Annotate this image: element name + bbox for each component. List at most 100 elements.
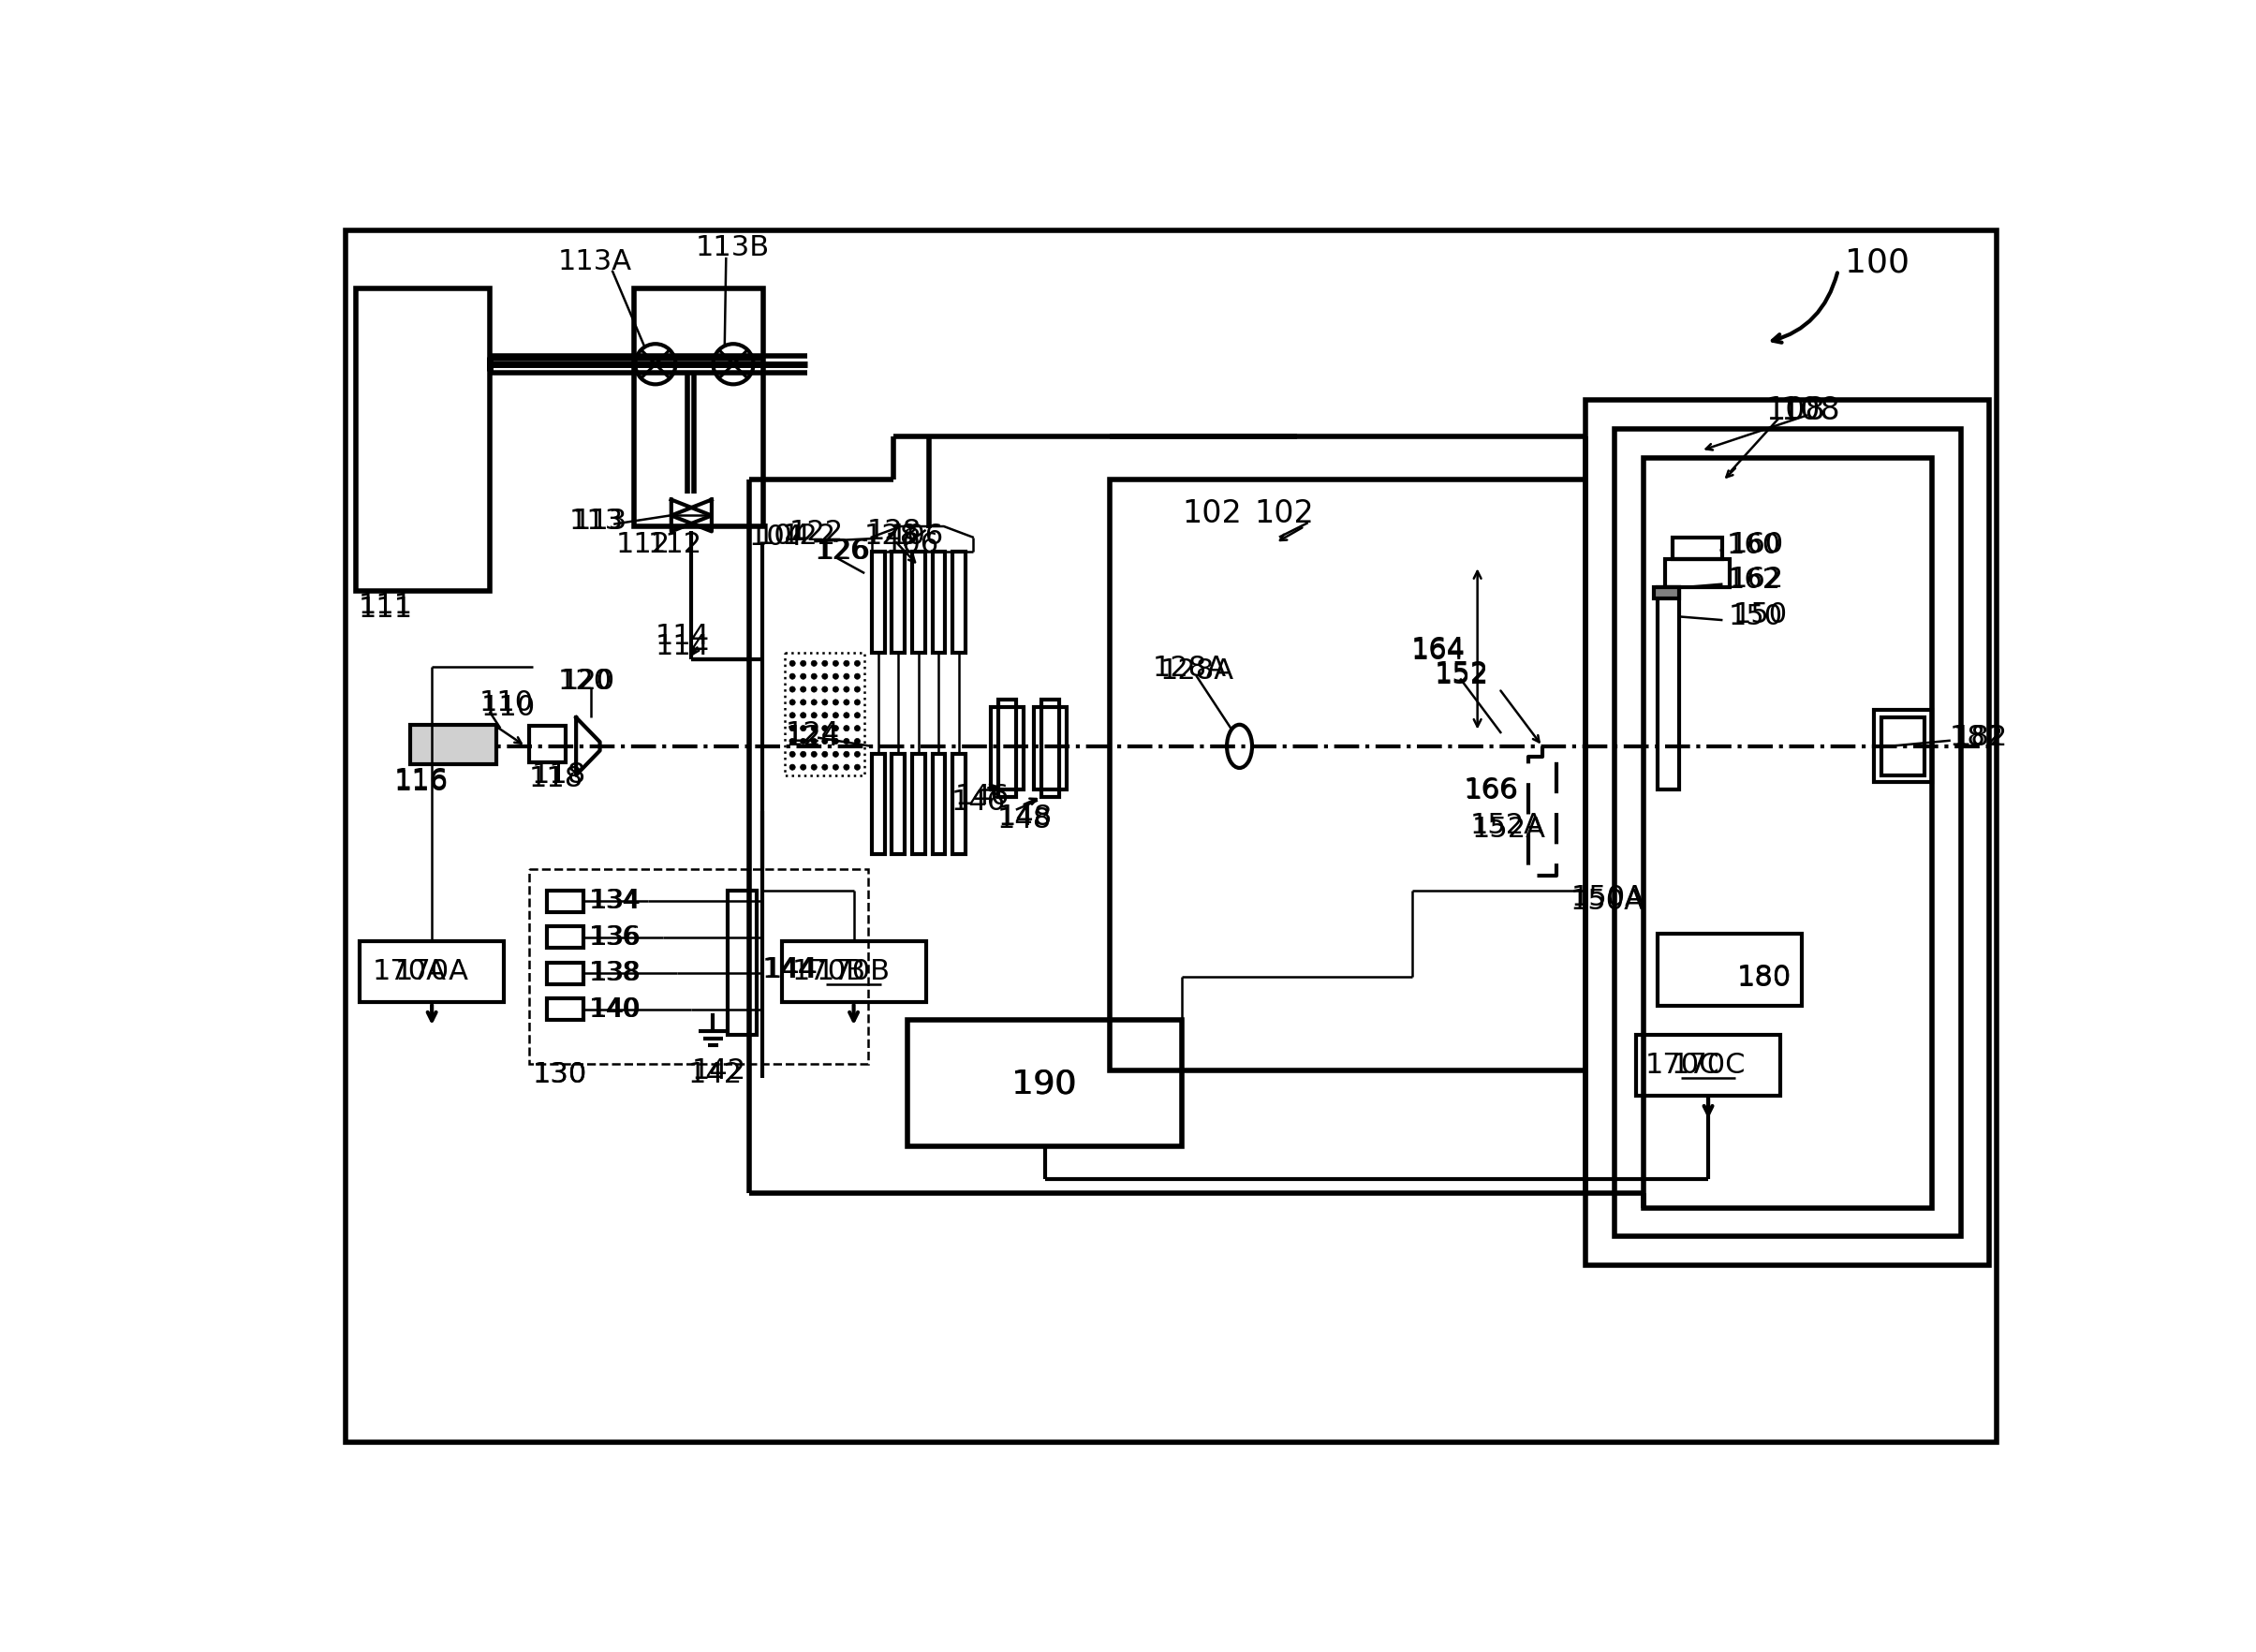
- Text: 113A: 113A: [557, 248, 632, 276]
- Circle shape: [832, 752, 839, 757]
- Circle shape: [855, 765, 860, 770]
- Bar: [530, 869, 869, 1064]
- Bar: [530, 727, 566, 762]
- Circle shape: [801, 687, 805, 692]
- Circle shape: [821, 725, 828, 732]
- Bar: [1882, 717, 1924, 775]
- Text: 170A: 170A: [372, 958, 447, 986]
- Bar: [911, 552, 925, 653]
- Text: 170A: 170A: [395, 958, 469, 986]
- Circle shape: [832, 738, 839, 743]
- Text: 150: 150: [1728, 603, 1782, 629]
- Circle shape: [844, 712, 848, 719]
- Text: 122: 122: [781, 522, 837, 550]
- Text: 144: 144: [763, 957, 817, 983]
- Text: 140: 140: [591, 996, 641, 1023]
- Text: 112: 112: [647, 530, 702, 558]
- Text: 113: 113: [569, 507, 623, 535]
- Text: 146: 146: [952, 790, 1006, 816]
- Circle shape: [801, 674, 805, 679]
- Bar: [1665, 558, 1730, 588]
- Circle shape: [790, 687, 796, 692]
- Text: 113: 113: [573, 507, 627, 535]
- Bar: [1615, 430, 1960, 1237]
- Text: 142: 142: [690, 1057, 747, 1084]
- Text: 182: 182: [1949, 724, 2003, 752]
- Circle shape: [855, 712, 860, 719]
- Circle shape: [812, 687, 817, 692]
- Circle shape: [832, 712, 839, 719]
- Text: 162: 162: [1730, 565, 1784, 593]
- Text: 130: 130: [532, 1061, 587, 1089]
- Text: 150A: 150A: [1570, 887, 1645, 915]
- Circle shape: [801, 765, 805, 770]
- Circle shape: [790, 738, 796, 743]
- Circle shape: [812, 725, 817, 732]
- Text: 128: 128: [864, 522, 918, 550]
- Text: 146: 146: [954, 783, 1008, 811]
- Circle shape: [812, 752, 817, 757]
- Text: 160: 160: [1726, 532, 1780, 560]
- Text: 134: 134: [589, 889, 638, 915]
- Circle shape: [844, 752, 848, 757]
- Circle shape: [832, 687, 839, 692]
- Bar: [871, 753, 884, 854]
- Text: 128A: 128A: [1160, 657, 1234, 684]
- Bar: [1642, 458, 1931, 1208]
- Text: 116: 116: [395, 768, 449, 796]
- Text: 106: 106: [889, 522, 945, 550]
- Circle shape: [801, 752, 805, 757]
- Bar: [907, 1021, 1182, 1146]
- Circle shape: [855, 738, 860, 743]
- Bar: [891, 552, 905, 653]
- Text: 152A: 152A: [1471, 816, 1545, 843]
- Text: 182: 182: [1954, 724, 2008, 752]
- Text: 128A: 128A: [1153, 654, 1227, 682]
- Text: 114: 114: [656, 623, 711, 651]
- Text: 124: 124: [785, 720, 839, 747]
- Circle shape: [790, 752, 796, 757]
- Bar: [871, 552, 884, 653]
- Text: 166: 166: [1464, 778, 1518, 805]
- Circle shape: [821, 674, 828, 679]
- Circle shape: [812, 674, 817, 679]
- Text: 152: 152: [1435, 661, 1489, 687]
- Text: 102: 102: [1182, 499, 1241, 530]
- Circle shape: [844, 687, 848, 692]
- Text: 164: 164: [1410, 636, 1466, 662]
- Circle shape: [812, 765, 817, 770]
- Text: 106: 106: [884, 530, 938, 558]
- Circle shape: [821, 738, 828, 743]
- Circle shape: [832, 661, 839, 666]
- Circle shape: [844, 674, 848, 679]
- Circle shape: [855, 674, 860, 679]
- Bar: [1654, 588, 1678, 598]
- Text: 164: 164: [1410, 638, 1466, 664]
- Bar: [548, 963, 584, 985]
- Circle shape: [812, 712, 817, 719]
- Circle shape: [832, 765, 839, 770]
- Text: 190: 190: [1011, 1067, 1076, 1100]
- Circle shape: [821, 687, 828, 692]
- Text: 111: 111: [359, 596, 413, 623]
- Circle shape: [812, 738, 817, 743]
- Bar: [726, 890, 756, 1034]
- Bar: [785, 653, 864, 775]
- Text: 114: 114: [656, 633, 711, 661]
- Circle shape: [844, 699, 848, 705]
- Bar: [411, 725, 496, 765]
- Text: 142: 142: [688, 1061, 742, 1089]
- Text: 111: 111: [359, 591, 413, 620]
- Bar: [932, 753, 945, 854]
- Circle shape: [790, 725, 796, 732]
- Circle shape: [801, 699, 805, 705]
- Text: 136: 136: [591, 923, 641, 950]
- Bar: [359, 942, 503, 1003]
- Bar: [1658, 933, 1803, 1006]
- Bar: [548, 890, 584, 912]
- Circle shape: [801, 712, 805, 719]
- Circle shape: [821, 661, 828, 666]
- Circle shape: [855, 687, 860, 692]
- Bar: [990, 707, 1024, 790]
- Circle shape: [832, 699, 839, 705]
